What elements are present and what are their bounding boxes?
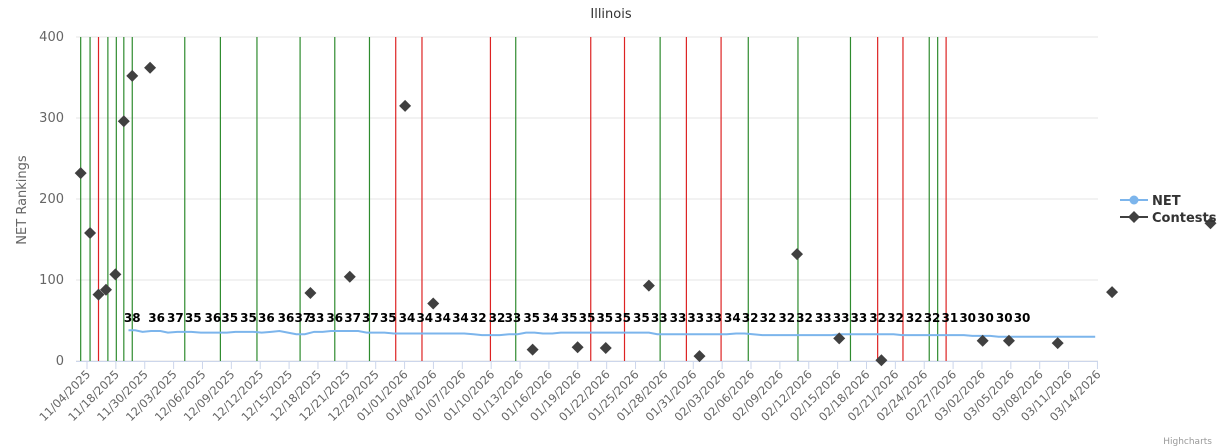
contest-point [1051,337,1064,350]
net-data-label: 35 [240,311,257,325]
net-data-label: 37 [344,311,361,325]
net-series [128,329,1096,338]
net-data-label: 32 [470,311,487,325]
contest-point [571,341,584,354]
contest-point [144,61,157,74]
net-data-label: 32 [869,311,886,325]
legend-contests-marker [1128,211,1140,223]
net-data-label: 35 [561,311,578,325]
contest-point [976,334,989,347]
contest-point [109,268,122,281]
contest-point [875,354,888,367]
contest-point [1002,334,1015,347]
contest-event-lines [80,37,947,361]
net-data-label: 32 [489,311,506,325]
contest-point [599,342,612,355]
legend-net-label: NET [1152,194,1181,209]
chart-credit[interactable]: Highcharts [1163,437,1212,447]
contest-point [791,248,804,261]
contest-point [1204,217,1217,230]
net-data-label: 30 [959,311,976,325]
net-data-label: 32 [906,311,923,325]
contest-point [427,297,440,310]
net-data-label: 31 [942,311,959,325]
net-data-label: 33 [670,311,687,325]
net-data-label: 37 [167,311,184,325]
y-axis-label: NET Rankings [15,155,30,245]
contest-point [74,167,87,180]
net-data-label: 32 [887,311,904,325]
net-data-label: 30 [977,311,994,325]
net-data-label: 36 [258,311,275,325]
legend-item-net[interactable]: NET [1120,194,1181,209]
net-data-label: 32 [778,311,795,325]
legend-contests-label: Contests [1152,211,1217,226]
net-data-label: 33 [705,311,722,325]
net-data-label: 30 [1014,311,1031,325]
contest-point [1106,286,1119,299]
net-data-label: 36 [278,311,295,325]
y-tick-label: 300 [39,111,64,126]
net-data-label: 35 [614,311,631,325]
contest-point [642,279,655,292]
net-data-label: 36 [205,311,222,325]
net-data-label: 33 [505,311,522,325]
y-axis: 0 100 200 300 400 [39,30,64,369]
net-data-label: 33 [687,311,704,325]
y-tick-label: 0 [56,354,64,369]
net-data-label: 36 [326,311,343,325]
net-data-label: 37 [362,311,379,325]
contest-point [84,227,97,240]
net-data-label: 34 [399,311,416,325]
contest-point [343,270,356,283]
chart-title: Illinois [590,7,631,22]
contest-point [92,288,105,301]
net-data-label: 37 [295,311,312,325]
net-data-label: 35 [596,311,613,325]
net-data-label: 32 [742,311,759,325]
net-data-label: 34 [542,311,559,325]
net-data-label: 34 [724,311,741,325]
net-data-label: 32 [760,311,777,325]
net-data-label: 33 [308,311,325,325]
contest-point [693,350,706,363]
net-data-label: 33 [833,311,850,325]
net-data-label: 38 [124,311,141,325]
net-data-label: 34 [434,311,451,325]
net-data-label: 33 [851,311,868,325]
contest-point [117,115,130,128]
net-data-label: 33 [815,311,832,325]
contest-point [399,99,412,112]
net-data-label: 35 [221,311,238,325]
legend[interactable]: NET Contests [1120,194,1217,226]
net-data-label: 36 [148,311,165,325]
net-data-label: 33 [651,311,668,325]
y-tick-label: 400 [39,30,64,45]
contest-point [304,286,317,299]
net-data-label: 34 [416,311,433,325]
net-data-label: 35 [579,311,596,325]
legend-net-marker [1129,195,1139,205]
contest-point [526,343,539,356]
net-data-label: 35 [523,311,540,325]
x-axis: 11/04/202511/18/202511/30/202512/03/2025… [36,361,1104,424]
net-data-label: 35 [633,311,650,325]
contest-point [126,69,139,82]
net-data-label: 35 [380,311,397,325]
y-tick-label: 100 [39,273,64,288]
net-data-label: 35 [185,311,202,325]
net-line [128,329,1096,338]
net-data-label: 32 [924,311,941,325]
net-data-label: 30 [996,311,1013,325]
net-data-label: 34 [452,311,469,325]
legend-item-contests[interactable]: Contests [1120,211,1217,226]
contest-point [100,283,113,296]
contests-series [74,61,1217,367]
net-data-label: 32 [796,311,813,325]
y-tick-label: 200 [39,192,64,207]
contest-point [833,332,846,345]
